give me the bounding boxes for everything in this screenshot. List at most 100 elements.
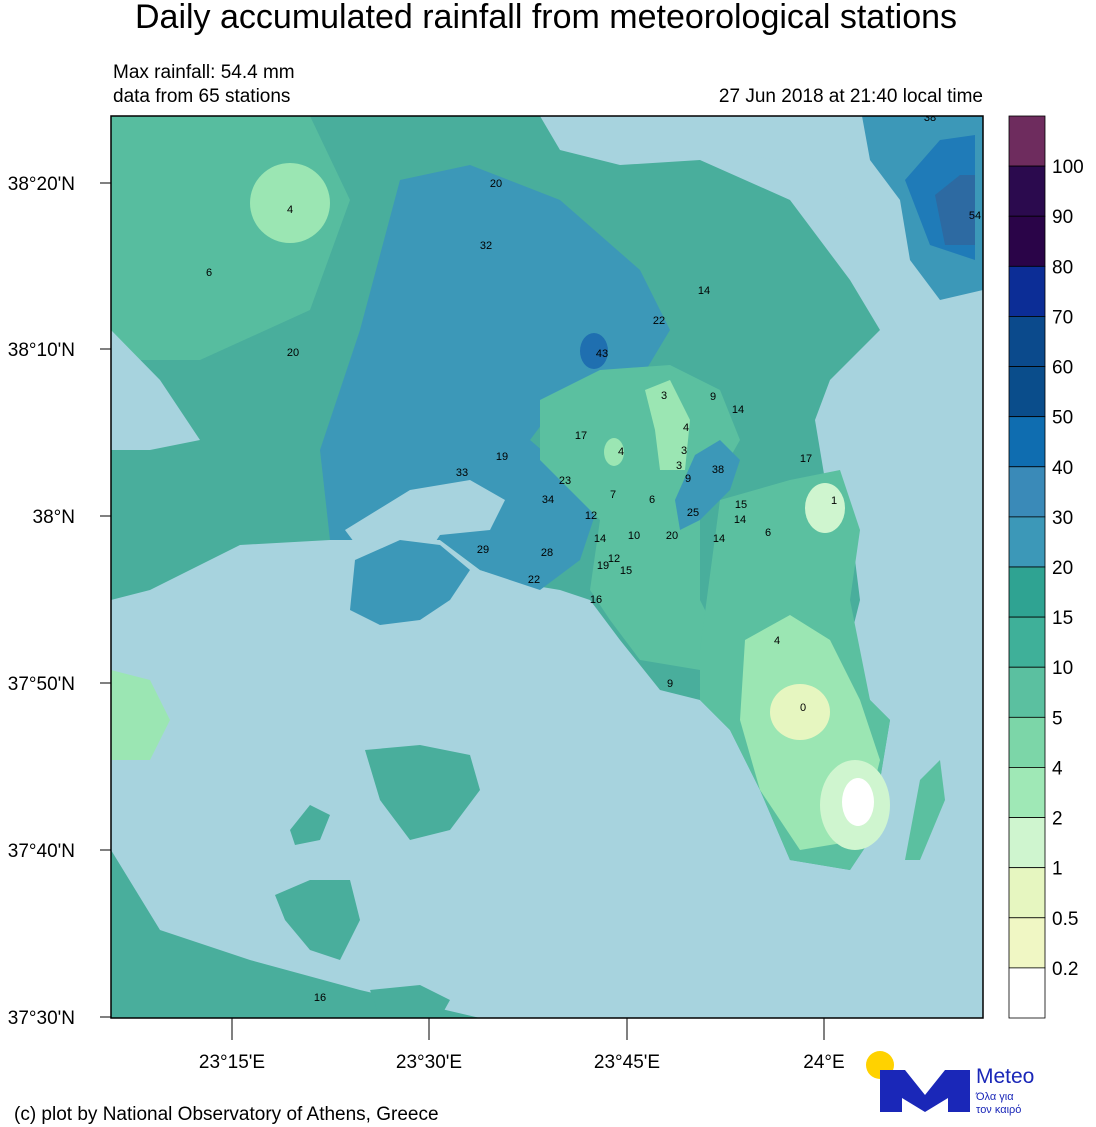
logo-name: Meteo xyxy=(976,1065,1034,1088)
station-value: 9 xyxy=(685,473,691,485)
lat-label: 38°20'N xyxy=(8,174,75,195)
colorbar-segment xyxy=(1008,566,1046,618)
station-value: 20 xyxy=(490,178,502,190)
credit: (c) plot by National Observatory of Athe… xyxy=(14,1104,439,1125)
station-value: 3 xyxy=(661,390,667,402)
station-value: 22 xyxy=(528,574,540,586)
station-value: 33 xyxy=(456,467,468,479)
colorbar-label: 100 xyxy=(1052,157,1084,178)
station-value: 4 xyxy=(618,446,624,458)
colorbar-segment xyxy=(1008,165,1046,217)
station-value: 54 xyxy=(969,210,981,222)
colorbar-segment xyxy=(1008,215,1046,267)
station-value: 14 xyxy=(698,285,710,297)
colorbar-label: 0.5 xyxy=(1052,909,1078,930)
station-value: 23 xyxy=(559,475,571,487)
station-value: 29 xyxy=(477,544,489,556)
station-value: 14 xyxy=(594,533,606,545)
colorbar-label: 40 xyxy=(1052,458,1073,479)
colorbar-segment xyxy=(1008,366,1046,418)
station-value: 4 xyxy=(774,635,780,647)
colorbar-segment xyxy=(1008,666,1046,718)
lat-label: 37°40'N xyxy=(8,841,75,862)
colorbar-label: 80 xyxy=(1052,257,1073,278)
colorbar-label: 2 xyxy=(1052,809,1063,830)
station-value: 6 xyxy=(206,267,212,279)
station-value: 3 xyxy=(676,460,682,472)
station-value: 12 xyxy=(585,510,597,522)
station-value: 20 xyxy=(287,347,299,359)
colorbar-segment xyxy=(1008,817,1046,869)
lat-label: 37°50'N xyxy=(8,674,75,695)
station-value: 0 xyxy=(800,702,806,714)
lon-label: 24°E xyxy=(803,1052,844,1073)
colorbar-segment xyxy=(1008,616,1046,668)
station-value: 14 xyxy=(734,514,746,526)
station-value: 17 xyxy=(575,430,587,442)
colorbar-label: 30 xyxy=(1052,508,1073,529)
colorbar-label: 5 xyxy=(1052,708,1063,729)
colorbar-label: 4 xyxy=(1052,758,1063,779)
colorbar-segment xyxy=(1008,716,1046,768)
lon-label: 23°15'E xyxy=(199,1052,265,1073)
colorbar-label: 70 xyxy=(1052,307,1073,328)
station-value: 38 xyxy=(712,464,724,476)
colorbar-segment xyxy=(1008,767,1046,818)
station-value: 10 xyxy=(628,530,640,542)
station-value: 17 xyxy=(800,453,812,465)
station-value: 9 xyxy=(667,678,673,690)
colorbar-label: 10 xyxy=(1052,658,1073,679)
colorbar-label: 15 xyxy=(1052,608,1073,629)
station-value: 16 xyxy=(590,594,602,606)
station-value: 6 xyxy=(649,494,655,506)
station-value: 19 xyxy=(496,451,508,463)
colorbar-segment xyxy=(1008,265,1046,317)
station-value: 14 xyxy=(713,533,725,545)
colorbar-label: 60 xyxy=(1052,358,1073,379)
colorbar-label: 50 xyxy=(1052,408,1073,429)
logo-tagline: τον καιρό xyxy=(976,1104,1021,1116)
colorbar-segment xyxy=(1008,917,1046,969)
station-value: 43 xyxy=(596,348,608,360)
station-value: 28 xyxy=(541,547,553,559)
station-value: 38 xyxy=(924,112,936,124)
station-value: 6 xyxy=(765,527,771,539)
colorbar-segment xyxy=(1008,416,1046,468)
station-value: 15 xyxy=(620,565,632,577)
station-value: 4 xyxy=(683,422,689,434)
colorbar-segment xyxy=(1008,867,1046,919)
station-value: 34 xyxy=(542,494,554,506)
colorbar-segment xyxy=(1008,316,1046,367)
logo: Meteo Όλα για τον καιρό xyxy=(866,1051,1034,1116)
station-value: 22 xyxy=(653,315,665,327)
lon-label: 23°30'E xyxy=(396,1052,462,1073)
station-value: 3 xyxy=(681,445,687,457)
colorbar-label: 1 xyxy=(1052,859,1063,880)
logo-tagline: Όλα για xyxy=(975,1091,1014,1103)
colorbar-label: 90 xyxy=(1052,207,1073,228)
station-value: 32 xyxy=(480,240,492,252)
lat-label: 37°30'N xyxy=(8,1008,75,1029)
lat-label: 38°N xyxy=(33,507,75,528)
station-count: data from 65 stations xyxy=(113,86,290,107)
colorbar-label: 20 xyxy=(1052,558,1073,579)
station-value: 19 xyxy=(597,560,609,572)
colorbar-segment xyxy=(1008,967,1046,1019)
lon-label: 23°45'E xyxy=(594,1052,660,1073)
station-value: 15 xyxy=(735,499,747,511)
timestamp: 27 Jun 2018 at 21:40 local time xyxy=(719,86,983,107)
station-value: 12 xyxy=(608,553,620,565)
station-value: 16 xyxy=(314,992,326,1004)
station-value: 20 xyxy=(666,530,678,542)
station-value: 7 xyxy=(610,489,616,501)
station-value: 14 xyxy=(732,404,744,416)
lat-label: 38°10'N xyxy=(8,340,75,361)
max-rainfall: Max rainfall: 54.4 mm xyxy=(113,62,295,83)
station-value: 1 xyxy=(831,495,837,507)
colorbar-segment xyxy=(1008,516,1046,568)
title: Daily accumulated rainfall from meteorol… xyxy=(135,0,957,36)
colorbar-segment xyxy=(1008,115,1046,167)
station-value: 9 xyxy=(710,391,716,403)
